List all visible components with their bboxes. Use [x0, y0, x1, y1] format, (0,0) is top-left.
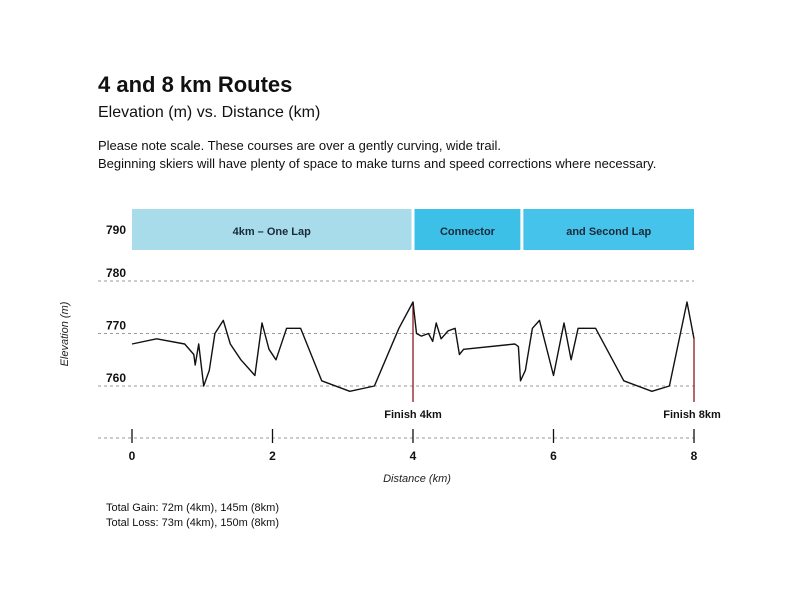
y-tick-label-780: 780 [106, 266, 126, 280]
x-tick-label-8: 8 [691, 449, 698, 463]
segment-label-3: and Second Lap [566, 226, 651, 238]
segment-label-2: Connector [440, 226, 496, 238]
total-gain-text: Total Gain: 72m (4km), 145m (8km) [106, 502, 279, 514]
note-line-2: Beginning skiers will have plenty of spa… [98, 156, 657, 171]
x-tick-label-6: 6 [550, 449, 557, 463]
segment-band-2 [414, 209, 521, 250]
segment-band-3 [523, 209, 694, 250]
y-axis-label: Elevation (m) [59, 301, 71, 366]
x-tick-label-2: 2 [269, 449, 276, 463]
y-tick-label-770: 770 [106, 319, 126, 333]
finish-marker-label-2: Finish 8km [663, 409, 721, 421]
series-line-1 [131, 301, 695, 392]
x-axis-label: Distance (km) [383, 473, 451, 485]
segment-band-1 [132, 209, 412, 250]
chart-title: 4 and 8 km Routes [98, 72, 293, 97]
chart-subtitle: Elevation (m) vs. Distance (km) [98, 104, 321, 121]
x-tick-label-4: 4 [410, 449, 417, 463]
note-line-1: Please note scale. These courses are ove… [98, 138, 501, 153]
total-loss-text: Total Loss: 73m (4km), 150m (8km) [106, 517, 279, 529]
x-tick-label-0: 0 [129, 449, 136, 463]
y-tick-label-760: 760 [106, 371, 126, 385]
band-row-label: 790 [106, 223, 126, 237]
finish-marker-label-1: Finish 4km [384, 409, 442, 421]
segment-label-1: 4km – One Lap [233, 226, 312, 238]
